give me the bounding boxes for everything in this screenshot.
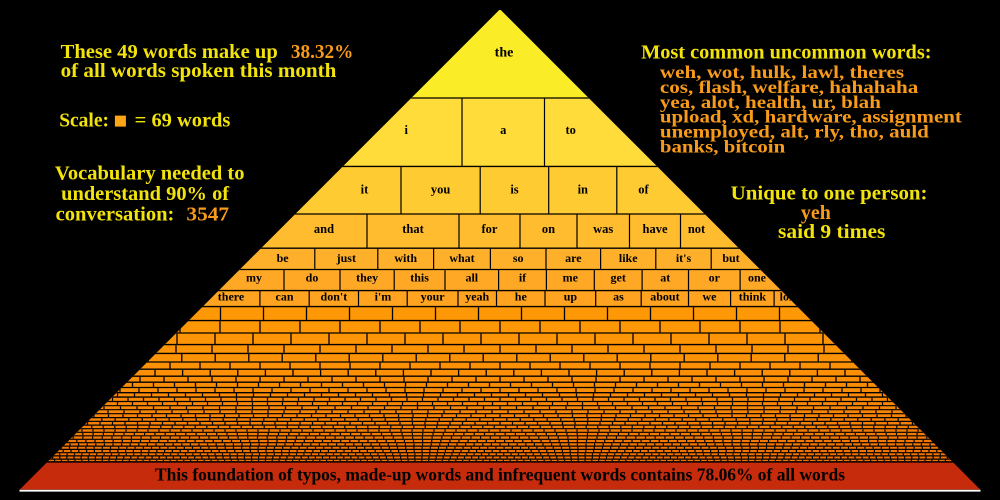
svg-text:on: on: [542, 222, 555, 236]
svg-text:about: about: [650, 289, 679, 303]
svg-text:as: as: [613, 289, 624, 303]
svg-text:for: for: [482, 222, 498, 236]
svg-text:yeah: yeah: [465, 289, 489, 303]
svg-text:be: be: [277, 251, 290, 265]
svg-text:up: up: [564, 289, 578, 303]
svg-text:it: it: [361, 182, 369, 196]
svg-text:the: the: [495, 46, 514, 61]
svg-text:is: is: [510, 182, 518, 196]
svg-text:don't: don't: [321, 289, 348, 303]
svg-text:my: my: [246, 271, 262, 285]
svg-text:These 49 words make up: These 49 words make up: [61, 41, 278, 63]
svg-text:but: but: [722, 251, 739, 265]
svg-text:get: get: [611, 271, 626, 285]
svg-text:Scale:: Scale:: [59, 110, 109, 132]
svg-text:with: with: [394, 251, 417, 265]
svg-text:just: just: [336, 251, 356, 265]
svg-text:3547: 3547: [186, 203, 229, 225]
svg-text:yeh: yeh: [801, 202, 831, 224]
svg-text:in: in: [578, 182, 588, 196]
svg-text:it's: it's: [676, 251, 692, 265]
svg-text:your: your: [421, 289, 446, 303]
svg-text:and: and: [314, 222, 334, 236]
svg-text:= 69 words: = 69 words: [135, 110, 231, 132]
svg-text:one: one: [748, 271, 767, 285]
svg-text:i: i: [405, 123, 409, 137]
svg-text:i'm: i'm: [375, 289, 392, 303]
svg-text:was: was: [593, 222, 613, 236]
svg-text:they: they: [356, 271, 378, 285]
svg-text:conversation:: conversation:: [56, 203, 175, 225]
svg-text:you: you: [431, 182, 451, 196]
svg-text:38.32%: 38.32%: [291, 41, 354, 63]
svg-text:me: me: [563, 271, 579, 285]
svg-text:said 9 times: said 9 times: [778, 221, 886, 243]
svg-text:understand 90% of: understand 90% of: [61, 183, 229, 205]
svg-text:a: a: [500, 123, 507, 137]
svg-text:he: he: [515, 289, 528, 303]
svg-text:have: have: [643, 222, 668, 236]
svg-text:Unique to one person:: Unique to one person:: [731, 183, 928, 205]
svg-text:unemployed, alt, rly, tho, aul: unemployed, alt, rly, tho, auld: [660, 122, 929, 142]
svg-text:banks, bitcoin: banks, bitcoin: [660, 136, 785, 156]
svg-text:yea, alot, health, ur, blah: yea, alot, health, ur, blah: [660, 92, 881, 112]
svg-text:this: this: [410, 271, 429, 285]
svg-text:upload, xd, hardware, assignme: upload, xd, hardware, assignment: [660, 107, 962, 127]
svg-text:do: do: [306, 271, 319, 285]
svg-text:are: are: [565, 251, 582, 265]
svg-text:if: if: [519, 271, 527, 285]
svg-text:not: not: [688, 222, 706, 236]
svg-text:that: that: [402, 222, 424, 236]
svg-text:weh, wot, hulk, lawl, theres: weh, wot, hulk, lawl, theres: [660, 62, 904, 82]
svg-text:so: so: [513, 251, 524, 265]
svg-text:to: to: [565, 123, 575, 137]
svg-text:at: at: [660, 271, 670, 285]
svg-text:there: there: [218, 289, 245, 303]
svg-text:think: think: [739, 289, 767, 303]
svg-text:Vocabulary needed to: Vocabulary needed to: [55, 163, 245, 185]
svg-text:of: of: [638, 182, 649, 196]
svg-text:of all words spoken this month: of all words spoken this month: [61, 60, 337, 82]
svg-text:all: all: [465, 271, 478, 285]
svg-text:what: what: [449, 251, 474, 265]
svg-text:like: like: [619, 251, 638, 265]
svg-text:can: can: [276, 289, 294, 303]
svg-text:or: or: [709, 271, 721, 285]
svg-text:we: we: [703, 289, 718, 303]
svg-text:This foundation of typos, made: This foundation of typos, made-up words …: [155, 465, 845, 485]
svg-text:cos, flash, welfare, hahahaha: cos, flash, welfare, hahahaha: [660, 77, 918, 97]
svg-text:Most common uncommon words:: Most common uncommon words:: [641, 41, 931, 63]
